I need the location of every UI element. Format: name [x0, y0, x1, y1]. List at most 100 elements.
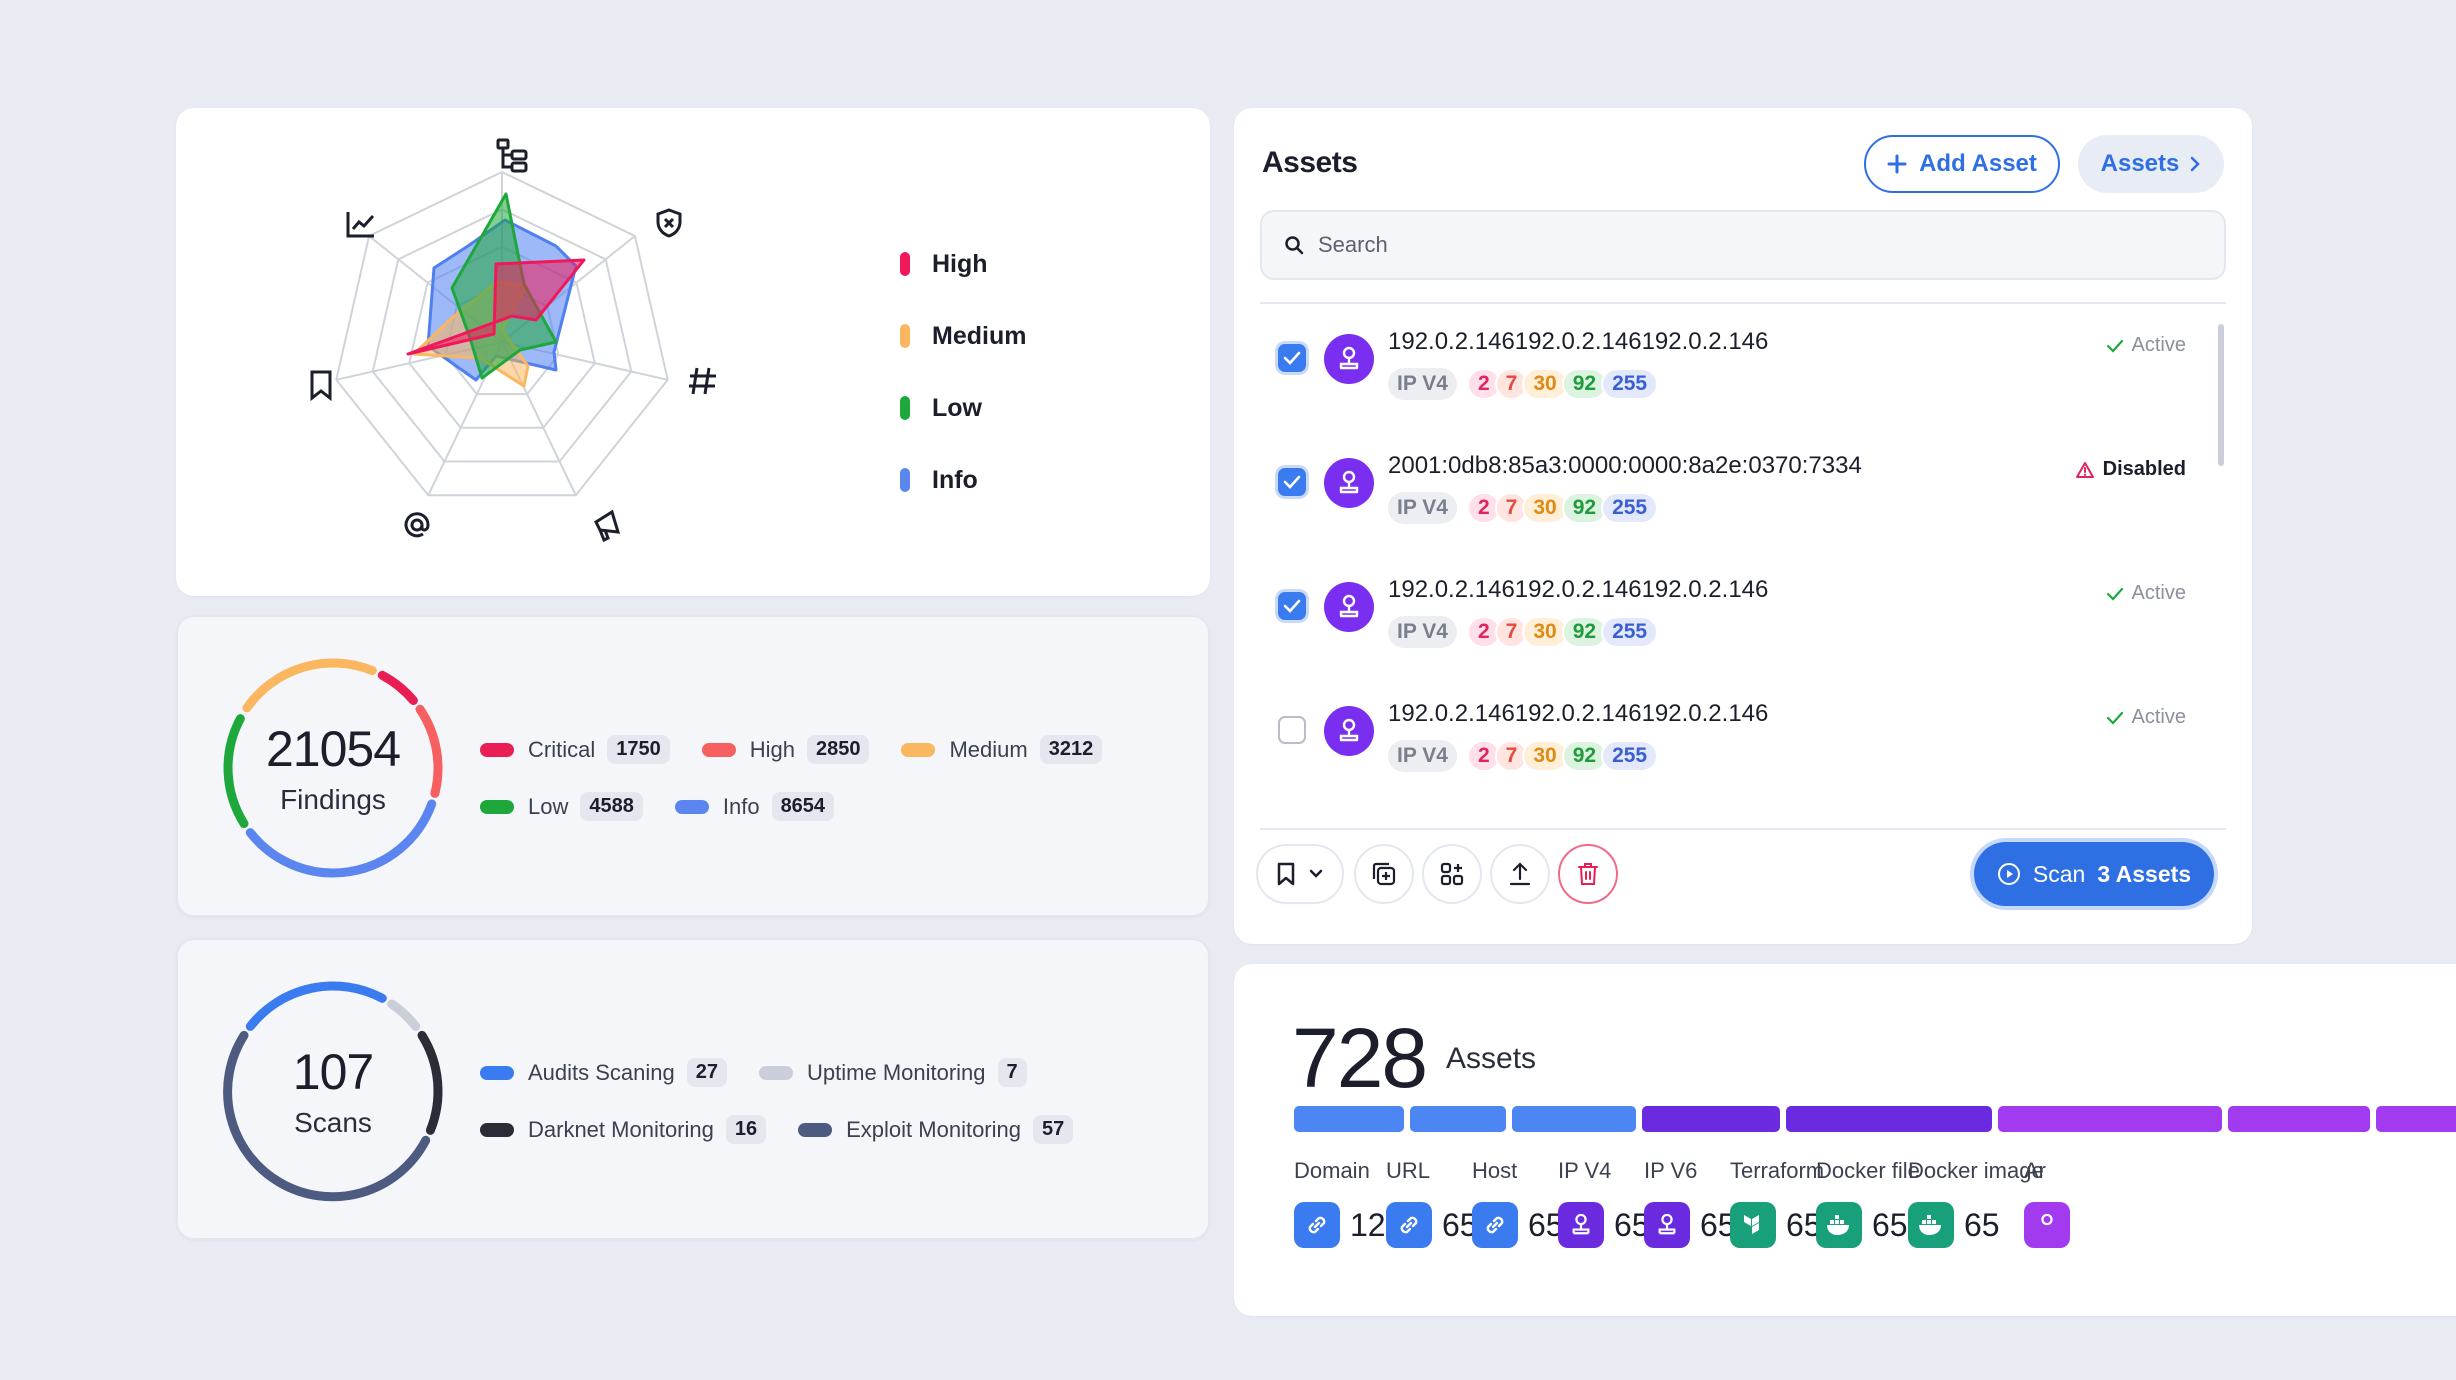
asset-row[interactable]: 192.0.2.146192.0.2.146192.0.2.146 IP V4 2 7…	[1260, 552, 2226, 676]
assets-panel: Assets Add Asset Assets 192.0.2.146192.0…	[1234, 108, 2252, 944]
donut-segment-critical	[377, 670, 418, 705]
segment-url	[1410, 1106, 1506, 1132]
asset-row[interactable]: 192.0.2.146192.0.2.146192.0.2.146 IP V4 2 7…	[1260, 304, 2226, 428]
asset-type-host[interactable]: Host 65	[1472, 1158, 1564, 1248]
asset-type-label: Domain	[1294, 1158, 1370, 1183]
asset-row[interactable]: 2001:0db8:85a3:0000:0000:8a2e:0370:7334 I…	[1260, 428, 2226, 552]
asset-type-url[interactable]: URL 65	[1386, 1158, 1478, 1248]
asset-type-ip-v4[interactable]: IP V4 65	[1558, 1158, 1650, 1248]
legend-high: High 2850	[701, 735, 870, 764]
asset-type-count: 65	[1442, 1206, 1478, 1243]
severity-count-tag: 255	[1601, 368, 1659, 400]
bookmark-dropdown-button[interactable]	[1256, 844, 1344, 904]
assets-nav-button[interactable]: Assets	[2078, 135, 2224, 193]
add-widget-button[interactable]	[1422, 844, 1482, 904]
row-checkbox[interactable]	[1278, 592, 1306, 620]
asset-type-label: Ar	[2024, 1158, 2046, 1183]
legend-label: High	[932, 249, 988, 278]
findings-legend: Critical 1750 High 2850 Medium 3212 Low 4588…	[480, 721, 1134, 835]
duplicate-button[interactable]	[1354, 844, 1414, 904]
asset-type-count: 65	[1528, 1206, 1564, 1243]
upload-icon	[1509, 862, 1531, 886]
asset-type-value: 65	[1644, 1202, 1736, 1248]
asset-type-value: 65	[1816, 1202, 1920, 1248]
donut-segment-low	[223, 714, 249, 829]
legend-critical: Critical 1750	[480, 735, 670, 764]
findings-donut	[223, 658, 443, 878]
asset-type-value: 65	[1472, 1202, 1564, 1248]
row-checkbox[interactable]	[1278, 468, 1306, 496]
scrollbar-thumb[interactable]	[2218, 324, 2224, 466]
asset-type-count: 65	[1614, 1206, 1650, 1243]
asset-tags: IP V4 2 7 30 92 255	[1388, 492, 1659, 524]
scans-legend: Audits Scaning 27 Uptime Monitoring 7 Dark…	[480, 1044, 1105, 1158]
severity-count-tag: 30	[1522, 740, 1568, 772]
severity-count-tag: 30	[1522, 492, 1568, 524]
check-icon	[1283, 475, 1301, 489]
delete-button[interactable]	[1558, 844, 1618, 904]
export-button[interactable]	[1490, 844, 1550, 904]
assets-caption: Assets	[1446, 1042, 1537, 1075]
add-asset-button[interactable]: Add Asset	[1864, 135, 2060, 193]
severity-count-tag: 92	[1561, 492, 1608, 524]
asset-type-count: 65	[1872, 1206, 1908, 1243]
asset-address: 2001:0db8:85a3:0000:0000:8a2e:0370:7334	[1388, 452, 1862, 479]
legend-label: Medium	[932, 321, 1027, 350]
radar-grid-ring	[371, 208, 633, 463]
donut-segment-exploit	[223, 1030, 431, 1202]
network-icon	[1558, 1202, 1604, 1248]
search-icon	[1285, 236, 1304, 255]
findings-caption: Findings	[280, 784, 386, 815]
segment-host	[1512, 1106, 1636, 1132]
asset-list: 192.0.2.146192.0.2.146192.0.2.146 IP V4 2 7…	[1260, 304, 2226, 828]
row-checkbox[interactable]	[1278, 344, 1306, 372]
hierarchy-icon	[496, 138, 528, 173]
row-checkbox[interactable]	[1278, 716, 1306, 744]
asset-type-value	[2024, 1202, 2080, 1248]
asset-address: 192.0.2.146192.0.2.146192.0.2.146	[1388, 328, 1769, 355]
asset-type-label: IP V4	[1558, 1158, 1612, 1183]
scans-donut	[223, 981, 443, 1202]
asset-type-label: Docker file	[1816, 1158, 1920, 1183]
donut-segment-audits	[245, 981, 387, 1031]
link-icon	[1386, 1202, 1432, 1248]
scans-caption: Scans	[294, 1107, 372, 1138]
status-badge: Disabled	[2075, 458, 2186, 481]
search-input[interactable]	[1318, 232, 2168, 258]
asset-type-docker-file[interactable]: Docker file 65	[1816, 1158, 1920, 1248]
shield-x-icon	[656, 208, 682, 238]
asset-type-label: Terraform	[1730, 1158, 1825, 1183]
asset-type-docker-image[interactable]: Docker image 65	[1908, 1158, 2044, 1248]
app-icon	[2024, 1202, 2070, 1248]
asset-type-ip-v6[interactable]: IP V6 65	[1644, 1158, 1736, 1248]
chevron-right-icon	[2191, 156, 2201, 172]
asset-row[interactable]: 192.0.2.146192.0.2.146192.0.2.146 IP V4 2 7…	[1260, 676, 2226, 800]
scans-card: 107 Scans Audits Scaning 27 Uptime Monito…	[176, 938, 1210, 1240]
status-badge: Active	[2106, 706, 2186, 729]
asset-type-terraform[interactable]: Terraform 65	[1730, 1158, 1824, 1248]
donut-segment-medium	[242, 658, 377, 713]
status-badge: Active	[2106, 582, 2186, 605]
legend-darknet: Darknet Monitoring 16	[480, 1115, 767, 1144]
network-icon	[1644, 1202, 1690, 1248]
legend-audits: Audits Scaning 27	[480, 1058, 728, 1087]
assets-total: 728	[1292, 1011, 1428, 1105]
asset-type-value: 65	[1908, 1202, 2044, 1248]
asset-avatar	[1324, 334, 1374, 384]
asset-type-ar[interactable]: Ar	[2024, 1158, 2080, 1248]
legend-label: Low	[932, 393, 982, 422]
radar-grid-ring	[335, 170, 669, 497]
legend-swatch	[900, 468, 910, 492]
legend-exploit: Exploit Monitoring 57	[798, 1115, 1074, 1144]
hash-icon	[689, 367, 716, 395]
severity-count-tag: 92	[1561, 616, 1608, 648]
at-icon	[404, 512, 430, 538]
severity-count-tag: 2	[1466, 740, 1501, 772]
scan-assets-button[interactable]: Scan 3 Assets	[1974, 842, 2214, 906]
assets-title: Assets	[1262, 146, 1358, 179]
copy-add-icon	[1372, 862, 1396, 886]
check-icon	[2106, 339, 2123, 353]
bookmark-icon	[310, 370, 332, 402]
terraform-icon	[1730, 1202, 1776, 1248]
radar-series-high	[406, 258, 586, 356]
